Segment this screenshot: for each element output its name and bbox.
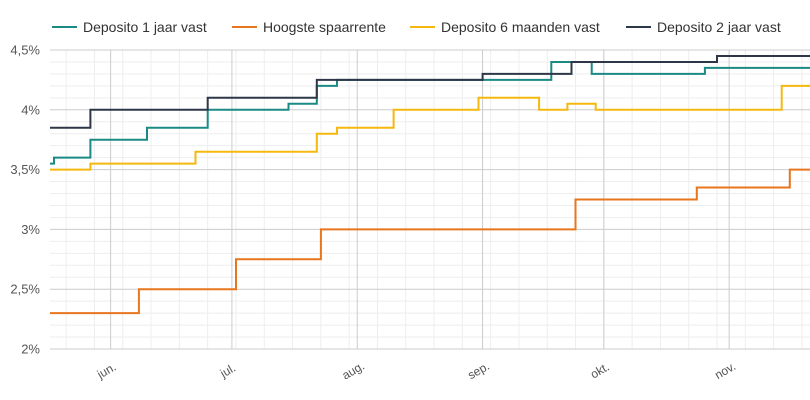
y-tick-label: 3%	[21, 222, 40, 237]
series-line-1	[50, 61, 810, 165]
series-line-3	[50, 84, 810, 171]
legend-item-2[interactable]: Hoogste spaarrente	[232, 19, 386, 35]
x-tick-label: nov.	[712, 359, 738, 382]
y-tick-label: 4,5%	[10, 43, 40, 58]
legend-label: Hoogste spaarrente	[263, 19, 386, 35]
legend: Deposito 1 jaar vast Hoogste spaarrente De…	[52, 19, 781, 35]
legend-item-3[interactable]: Deposito 6 maanden vast	[410, 19, 600, 35]
y-axis-ticks: 2% 2,5% 3% 3,5% 4% 4,5%	[10, 43, 40, 357]
y-tick-label: 4%	[21, 102, 40, 117]
series-line-2	[50, 168, 810, 315]
series-lines	[50, 55, 810, 315]
legend-item-4[interactable]: Deposito 2 jaar vast	[626, 19, 781, 35]
y-tick-label: 2,5%	[10, 282, 40, 297]
y-tick-label: 2%	[21, 342, 40, 357]
legend-label: Deposito 6 maanden vast	[441, 19, 600, 35]
x-tick-label: okt.	[588, 360, 612, 382]
legend-label: Deposito 1 jaar vast	[83, 19, 207, 35]
grid-minor	[50, 50, 810, 349]
x-tick-label: sep.	[465, 359, 492, 382]
x-tick-label: jun.	[94, 360, 119, 382]
x-axis-ticks: jun. jul. aug. sep. okt. nov.	[94, 359, 738, 383]
legend-label: Deposito 2 jaar vast	[657, 19, 781, 35]
legend-item-1[interactable]: Deposito 1 jaar vast	[52, 19, 207, 35]
x-tick-label: aug.	[340, 359, 367, 383]
x-tick-label: jul.	[217, 361, 238, 381]
y-tick-label: 3,5%	[10, 162, 40, 177]
series-line-4	[50, 55, 810, 129]
